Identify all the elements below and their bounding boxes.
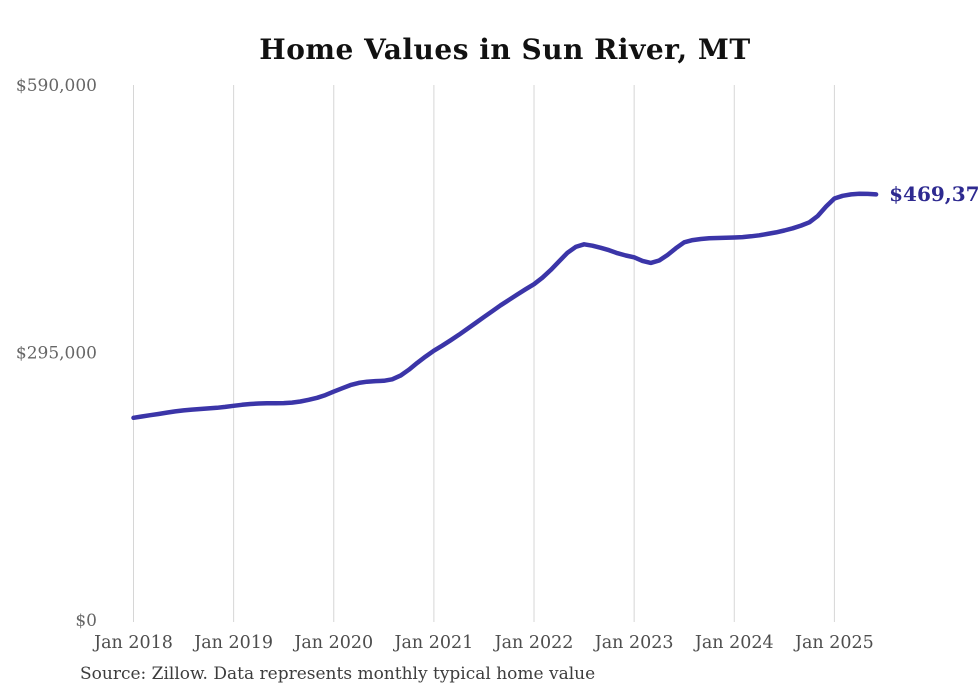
- x-tick-label: Jan 2025: [793, 633, 874, 653]
- x-tick-label: Jan 2022: [493, 633, 574, 653]
- x-tick-label: Jan 2020: [292, 633, 373, 653]
- y-tick-label: $295,000: [16, 344, 97, 364]
- y-tick-label: $590,000: [16, 76, 97, 96]
- x-tick-label: Jan 2021: [392, 633, 473, 653]
- x-tick-label: Jan 2018: [92, 633, 173, 653]
- latest-value-label: $469,374: [889, 182, 980, 206]
- y-tick-label: $0: [75, 611, 97, 631]
- home-value-line: [131, 191, 879, 421]
- x-tick-label: Jan 2023: [593, 633, 674, 653]
- x-tick-label: Jan 2024: [693, 633, 774, 653]
- chart-title: Home Values in Sun River, MT: [259, 33, 751, 66]
- x-tick-label: Jan 2019: [192, 633, 273, 653]
- source-note: Source: Zillow. Data represents monthly …: [80, 664, 596, 684]
